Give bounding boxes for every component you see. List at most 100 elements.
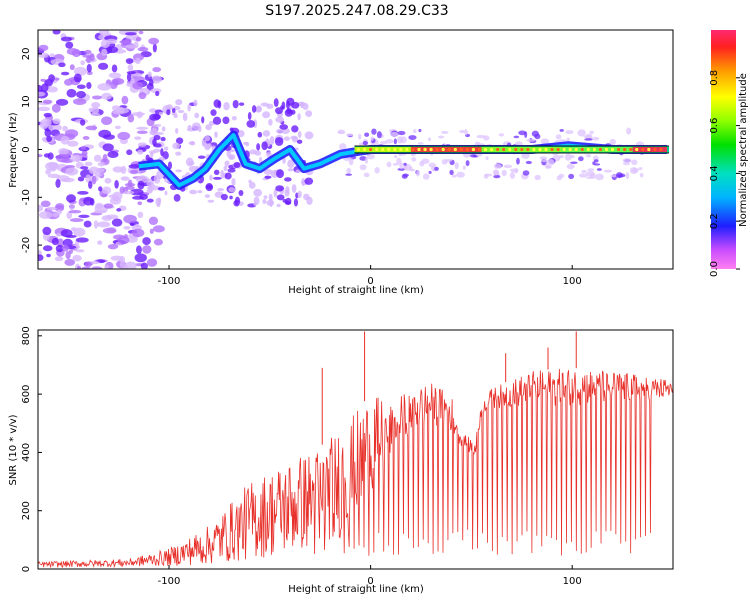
scatter-blob bbox=[166, 109, 171, 116]
halo-blob bbox=[371, 128, 377, 135]
noise-blob bbox=[112, 166, 124, 173]
scatter-blob bbox=[212, 116, 222, 125]
scatter-blob bbox=[229, 195, 233, 200]
band-dot bbox=[405, 147, 409, 152]
scatter-blob bbox=[285, 186, 290, 194]
scatter-blob bbox=[227, 168, 236, 173]
scatter-blob bbox=[177, 109, 185, 114]
scatter-blob bbox=[157, 186, 166, 191]
scatter-blob bbox=[268, 118, 273, 126]
noise-blob bbox=[137, 142, 147, 147]
noise-blob bbox=[89, 53, 95, 62]
noise-blob bbox=[60, 71, 70, 76]
halo-blob bbox=[589, 130, 594, 135]
halo-blob bbox=[462, 165, 466, 170]
halo-blob bbox=[595, 173, 604, 181]
noise-blob bbox=[77, 190, 89, 195]
scatter-blob bbox=[223, 102, 230, 111]
halo-blob bbox=[403, 162, 407, 166]
noise-blob bbox=[102, 153, 108, 163]
halo-blob bbox=[564, 153, 572, 161]
noise-blob bbox=[148, 37, 160, 45]
scatter-blob bbox=[253, 202, 257, 206]
noise-blob bbox=[88, 166, 100, 175]
scatter-blob bbox=[238, 190, 244, 197]
noise-blob bbox=[83, 220, 92, 228]
scatter-blob bbox=[263, 195, 268, 200]
scatter-blob bbox=[155, 197, 161, 206]
scatter-blob bbox=[153, 143, 162, 148]
scatter-blob bbox=[173, 113, 178, 119]
scatter-blob bbox=[231, 116, 237, 121]
noise-blob bbox=[112, 78, 120, 86]
scatter-blob bbox=[269, 198, 274, 208]
noise-blob bbox=[40, 78, 46, 82]
noise-blob bbox=[56, 154, 70, 163]
bottom-y-tick-label: 0 bbox=[21, 566, 32, 572]
noise-blob bbox=[40, 200, 51, 208]
halo-blob bbox=[394, 155, 398, 159]
noise-blob bbox=[102, 227, 117, 234]
noise-blob bbox=[76, 84, 86, 90]
halo-blob bbox=[581, 169, 587, 174]
band-dot bbox=[635, 147, 639, 152]
scatter-blob bbox=[296, 139, 303, 144]
scatter-blob bbox=[187, 104, 191, 112]
scatter-blob bbox=[264, 175, 272, 179]
bottom-y-tick-label: 600 bbox=[21, 385, 32, 404]
noise-blob bbox=[84, 161, 93, 167]
halo-blob bbox=[417, 142, 424, 145]
noise-blob bbox=[38, 106, 51, 112]
halo-blob bbox=[337, 129, 345, 134]
noise-blob bbox=[93, 220, 99, 229]
halo-blob bbox=[376, 131, 382, 139]
halo-blob bbox=[568, 173, 575, 179]
halo-blob bbox=[583, 135, 592, 139]
scatter-blob bbox=[276, 169, 284, 179]
noise-blob bbox=[148, 216, 159, 226]
noise-blob bbox=[97, 240, 103, 245]
top-x-tick-label: 100 bbox=[563, 276, 582, 287]
band-dot bbox=[520, 147, 524, 152]
scatter-blob bbox=[175, 151, 182, 156]
noise-blob bbox=[127, 179, 133, 188]
noise-blob bbox=[86, 63, 92, 73]
noise-blob bbox=[121, 95, 129, 105]
noise-blob bbox=[127, 113, 135, 123]
halo-blob bbox=[364, 132, 370, 137]
colorbar-tick-label: 0.0 bbox=[709, 261, 720, 277]
noise-blob bbox=[75, 237, 89, 243]
halo-blob bbox=[358, 133, 362, 140]
noise-blob bbox=[73, 227, 86, 237]
noise-blob bbox=[45, 161, 58, 171]
noise-blob bbox=[85, 174, 92, 183]
noise-blob bbox=[65, 41, 74, 49]
scatter-blob bbox=[291, 184, 297, 193]
noise-blob bbox=[68, 210, 82, 214]
noise-blob bbox=[64, 258, 76, 266]
halo-blob bbox=[513, 135, 520, 139]
band-dot bbox=[375, 147, 379, 152]
noise-blob bbox=[124, 44, 139, 49]
halo-blob bbox=[366, 153, 375, 160]
scatter-blob bbox=[229, 127, 234, 132]
band-dot bbox=[556, 147, 560, 152]
scatter-blob bbox=[171, 108, 176, 114]
halo-blob bbox=[428, 170, 432, 174]
noise-blob bbox=[137, 211, 144, 219]
snr-series-line bbox=[38, 369, 673, 569]
noise-blob bbox=[129, 188, 144, 196]
scatter-blob bbox=[238, 102, 245, 106]
scatter-blob bbox=[197, 155, 206, 159]
noise-blob bbox=[80, 145, 86, 150]
noise-blob bbox=[129, 222, 135, 227]
halo-blob bbox=[570, 161, 578, 165]
noise-blob bbox=[103, 203, 114, 209]
bottom-y-axis-label: SNR (10 * v/v) bbox=[8, 414, 19, 485]
top-y-tick-label: 20 bbox=[21, 48, 32, 61]
noise-blob bbox=[38, 254, 44, 261]
halo-blob bbox=[434, 166, 439, 171]
colorbar-gradient bbox=[711, 30, 736, 269]
band-dot bbox=[562, 147, 566, 152]
noise-blob bbox=[81, 150, 88, 157]
